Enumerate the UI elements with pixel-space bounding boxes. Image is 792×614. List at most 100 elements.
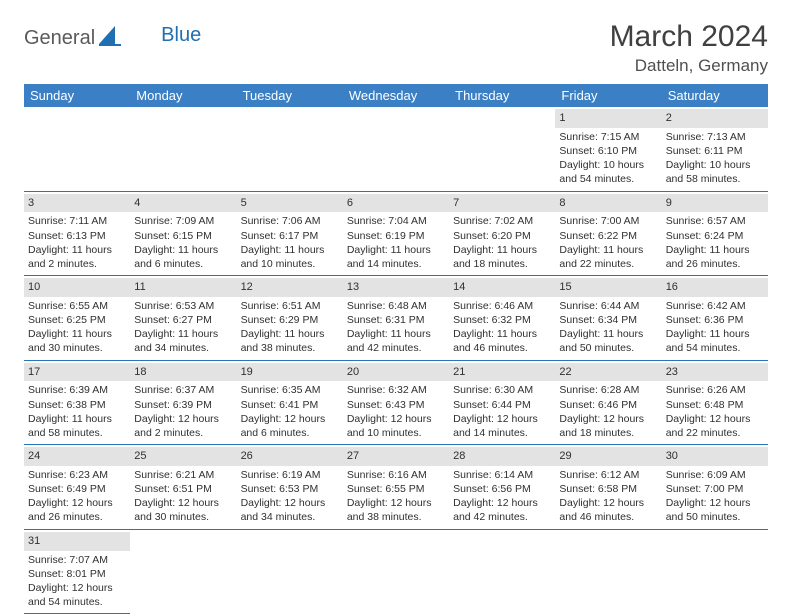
daylight-text: and 34 minutes.: [241, 510, 339, 524]
daylight-text: and 42 minutes.: [347, 341, 445, 355]
calendar-cell: [343, 529, 449, 614]
day-header: Wednesday: [343, 84, 449, 107]
daylight-text: Daylight: 12 hours: [453, 412, 551, 426]
day-number: 18: [130, 363, 236, 382]
daylight-text: and 2 minutes.: [134, 426, 232, 440]
sunrise-text: Sunrise: 6:48 AM: [347, 299, 445, 313]
day-header: Saturday: [662, 84, 768, 107]
sunset-text: Sunset: 6:58 PM: [559, 482, 657, 496]
day-number: 16: [662, 278, 768, 297]
daylight-text: Daylight: 11 hours: [134, 327, 232, 341]
daylight-text: Daylight: 12 hours: [666, 412, 764, 426]
daylight-text: Daylight: 10 hours: [559, 158, 657, 172]
sunset-text: Sunset: 6:15 PM: [134, 229, 232, 243]
daylight-text: and 54 minutes.: [559, 172, 657, 186]
calendar-cell: [343, 107, 449, 191]
sunset-text: Sunset: 6:56 PM: [453, 482, 551, 496]
location: Datteln, Germany: [610, 56, 768, 76]
calendar-cell: 6Sunrise: 7:04 AMSunset: 6:19 PMDaylight…: [343, 191, 449, 276]
daylight-text: and 22 minutes.: [559, 257, 657, 271]
daylight-text: Daylight: 12 hours: [134, 496, 232, 510]
calendar-cell: 23Sunrise: 6:26 AMSunset: 6:48 PMDayligh…: [662, 360, 768, 445]
calendar-cell: 4Sunrise: 7:09 AMSunset: 6:15 PMDaylight…: [130, 191, 236, 276]
day-number: 5: [237, 194, 343, 213]
daylight-text: Daylight: 11 hours: [347, 243, 445, 257]
day-number: 1: [555, 109, 661, 128]
daylight-text: Daylight: 12 hours: [453, 496, 551, 510]
daylight-text: Daylight: 12 hours: [241, 496, 339, 510]
calendar-cell: 29Sunrise: 6:12 AMSunset: 6:58 PMDayligh…: [555, 445, 661, 530]
day-number: 26: [237, 447, 343, 466]
daylight-text: and 54 minutes.: [28, 595, 126, 609]
day-number: 15: [555, 278, 661, 297]
calendar-cell: 20Sunrise: 6:32 AMSunset: 6:43 PMDayligh…: [343, 360, 449, 445]
sunrise-text: Sunrise: 7:11 AM: [28, 214, 126, 228]
daylight-text: Daylight: 10 hours: [666, 158, 764, 172]
sunset-text: Sunset: 6:38 PM: [28, 398, 126, 412]
title-block: March 2024 Datteln, Germany: [610, 20, 768, 76]
sunset-text: Sunset: 6:31 PM: [347, 313, 445, 327]
day-header: Monday: [130, 84, 236, 107]
daylight-text: and 58 minutes.: [28, 426, 126, 440]
calendar-cell: 16Sunrise: 6:42 AMSunset: 6:36 PMDayligh…: [662, 276, 768, 361]
day-number: 29: [555, 447, 661, 466]
sunset-text: Sunset: 6:11 PM: [666, 144, 764, 158]
day-number: 19: [237, 363, 343, 382]
day-number: 27: [343, 447, 449, 466]
daylight-text: Daylight: 12 hours: [347, 412, 445, 426]
calendar-cell: 25Sunrise: 6:21 AMSunset: 6:51 PMDayligh…: [130, 445, 236, 530]
daylight-text: and 34 minutes.: [134, 341, 232, 355]
day-number: 30: [662, 447, 768, 466]
sunset-text: Sunset: 6:22 PM: [559, 229, 657, 243]
calendar-cell: 14Sunrise: 6:46 AMSunset: 6:32 PMDayligh…: [449, 276, 555, 361]
daylight-text: Daylight: 12 hours: [666, 496, 764, 510]
day-number: 4: [130, 194, 236, 213]
day-number: 23: [662, 363, 768, 382]
day-number: 31: [24, 532, 130, 551]
sunset-text: Sunset: 6:29 PM: [241, 313, 339, 327]
daylight-text: Daylight: 12 hours: [28, 496, 126, 510]
sunrise-text: Sunrise: 6:55 AM: [28, 299, 126, 313]
day-header-row: Sunday Monday Tuesday Wednesday Thursday…: [24, 84, 768, 107]
calendar-cell: 2Sunrise: 7:13 AMSunset: 6:11 PMDaylight…: [662, 107, 768, 191]
daylight-text: and 18 minutes.: [453, 257, 551, 271]
daylight-text: and 10 minutes.: [241, 257, 339, 271]
day-number: 28: [449, 447, 555, 466]
sunrise-text: Sunrise: 6:26 AM: [666, 383, 764, 397]
sunset-text: Sunset: 6:49 PM: [28, 482, 126, 496]
sunrise-text: Sunrise: 7:06 AM: [241, 214, 339, 228]
day-number: 22: [555, 363, 661, 382]
day-number: 3: [24, 194, 130, 213]
logo-text-general: General: [24, 27, 95, 50]
sunrise-text: Sunrise: 6:23 AM: [28, 468, 126, 482]
daylight-text: Daylight: 11 hours: [28, 412, 126, 426]
sunrise-text: Sunrise: 7:13 AM: [666, 130, 764, 144]
sunrise-text: Sunrise: 6:51 AM: [241, 299, 339, 313]
day-header: Friday: [555, 84, 661, 107]
daylight-text: and 38 minutes.: [241, 341, 339, 355]
calendar-cell: [130, 529, 236, 614]
sunrise-text: Sunrise: 6:30 AM: [453, 383, 551, 397]
calendar-cell: [237, 529, 343, 614]
sunset-text: Sunset: 6:48 PM: [666, 398, 764, 412]
calendar-cell: 21Sunrise: 6:30 AMSunset: 6:44 PMDayligh…: [449, 360, 555, 445]
daylight-text: Daylight: 11 hours: [134, 243, 232, 257]
calendar-cell: 22Sunrise: 6:28 AMSunset: 6:46 PMDayligh…: [555, 360, 661, 445]
daylight-text: and 30 minutes.: [28, 341, 126, 355]
sunset-text: Sunset: 6:44 PM: [453, 398, 551, 412]
calendar-week-row: 1Sunrise: 7:15 AMSunset: 6:10 PMDaylight…: [24, 107, 768, 191]
calendar-cell: 12Sunrise: 6:51 AMSunset: 6:29 PMDayligh…: [237, 276, 343, 361]
calendar-cell: 18Sunrise: 6:37 AMSunset: 6:39 PMDayligh…: [130, 360, 236, 445]
daylight-text: Daylight: 11 hours: [559, 327, 657, 341]
sunset-text: Sunset: 6:24 PM: [666, 229, 764, 243]
sunset-text: Sunset: 6:34 PM: [559, 313, 657, 327]
calendar-cell: 3Sunrise: 7:11 AMSunset: 6:13 PMDaylight…: [24, 191, 130, 276]
sunset-text: Sunset: 6:39 PM: [134, 398, 232, 412]
daylight-text: and 38 minutes.: [347, 510, 445, 524]
sunset-text: Sunset: 6:25 PM: [28, 313, 126, 327]
daylight-text: Daylight: 12 hours: [559, 496, 657, 510]
sunset-text: Sunset: 6:19 PM: [347, 229, 445, 243]
sunrise-text: Sunrise: 7:15 AM: [559, 130, 657, 144]
calendar-table: Sunday Monday Tuesday Wednesday Thursday…: [24, 84, 768, 614]
day-number: 14: [449, 278, 555, 297]
